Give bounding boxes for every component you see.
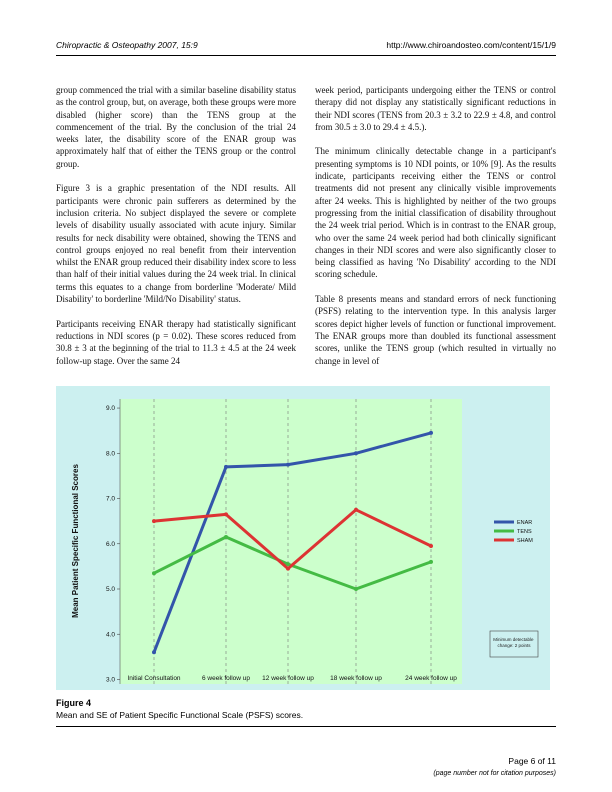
- left-paragraph-1: group commenced the trial with a similar…: [56, 85, 296, 169]
- y-tick-label: 6.0: [106, 541, 115, 548]
- article-url[interactable]: http://www.chiroandosteo.com/content/15/…: [386, 40, 556, 50]
- psfs-line-chart: 3.0 4.0 5.0 6.0 7.0 8.0 9.0 Initial Consultati…: [71, 399, 539, 684]
- journal-name: Chiropractic & Osteopathy 2007, 15:9: [56, 40, 198, 50]
- x-tick-label: Initial Consultation: [127, 675, 180, 682]
- note-line-1: Minimum detectable: [493, 637, 534, 642]
- x-tick-label: 18 week follow up: [330, 675, 382, 682]
- legend-label-enar: ENAR: [517, 520, 532, 526]
- page-number-note: (page number not for citation purposes): [433, 770, 556, 777]
- data-point-enar: [429, 430, 433, 435]
- figure-caption: Mean and SE of Patient Specific Function…: [56, 710, 304, 720]
- left-paragraph-2: Figure 3 is a graphic presentation of th…: [56, 183, 296, 305]
- data-point-sham: [429, 544, 433, 548]
- y-tick-label: 9.0: [106, 405, 115, 412]
- data-point-tens: [224, 535, 228, 539]
- y-axis-label: Mean Patient Specific Functional Scores: [71, 464, 80, 618]
- left-paragraph-3: Participants receiving ENAR therapy had …: [56, 318, 296, 366]
- y-tick-label: 5.0: [106, 586, 115, 593]
- right-paragraph-1: week period, participants undergoing eit…: [315, 85, 556, 132]
- right-column: week period, participants undergoing eit…: [315, 84, 556, 367]
- note-text: Minimum detectable change: 2 points: [493, 637, 535, 648]
- journal-citation: Chiropractic & Osteopathy 2007, 15:9: [56, 40, 198, 50]
- x-tick-label: 24 week follow up: [405, 675, 457, 682]
- y-tick-label: 8.0: [106, 450, 115, 457]
- note-line-2: change: 2 points: [497, 643, 531, 648]
- note-box: [489, 630, 539, 658]
- data-point-tens: [429, 559, 433, 564]
- caption-rule: [56, 726, 556, 727]
- data-point-sham: [286, 566, 290, 571]
- x-tick-label: 12 week follow up: [262, 675, 314, 682]
- header-rule: [56, 55, 556, 56]
- data-point-sham: [354, 507, 358, 512]
- x-tick-label: 6 week follow up: [202, 675, 250, 682]
- data-point-enar: [286, 462, 290, 467]
- figure-label: Figure 4: [56, 698, 92, 708]
- legend-label-sham: SHAM: [517, 538, 533, 544]
- y-tick-label: 3.0: [106, 677, 115, 684]
- data-point-tens: [152, 571, 156, 576]
- data-point-enar: [354, 451, 358, 456]
- data-point-tens: [354, 587, 358, 591]
- data-point-sham: [224, 512, 228, 517]
- page-number: Page 6 of 11: [508, 756, 556, 766]
- left-column: group commenced the trial with a similar…: [56, 84, 296, 367]
- y-tick-label: 4.0: [106, 631, 115, 638]
- data-point-tens: [286, 562, 290, 567]
- data-point-enar: [224, 464, 228, 469]
- data-point-sham: [152, 519, 156, 524]
- data-point-enar: [152, 650, 156, 655]
- y-tick-label: 7.0: [106, 496, 115, 503]
- right-paragraph-2: The minimum clinically detectable change…: [315, 146, 556, 280]
- right-paragraph-3: Table 8 presents means and standard erro…: [315, 294, 556, 366]
- legend-label-tens: TENS: [517, 529, 532, 535]
- plot-area: [120, 399, 462, 684]
- figure-4: 3.0 4.0 5.0 6.0 7.0 8.0 9.0 Initial Consultati…: [56, 386, 550, 690]
